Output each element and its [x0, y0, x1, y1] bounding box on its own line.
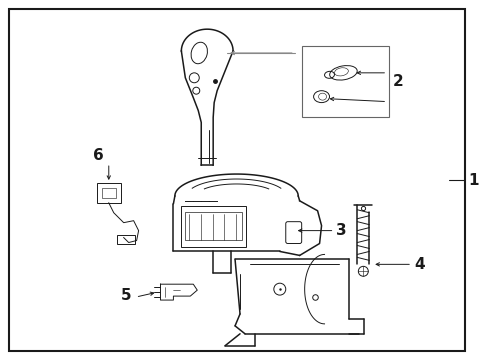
Text: 6: 6 — [93, 148, 104, 163]
Text: 3: 3 — [336, 223, 346, 238]
Text: 2: 2 — [392, 74, 403, 89]
Bar — [185, 212, 242, 239]
Text: 4: 4 — [413, 257, 424, 272]
Text: 5: 5 — [121, 288, 131, 303]
Bar — [97, 183, 121, 203]
Text: 1: 1 — [468, 172, 478, 188]
Bar — [301, 46, 388, 117]
Bar — [102, 188, 116, 198]
Bar — [117, 235, 134, 244]
Bar — [181, 206, 245, 247]
